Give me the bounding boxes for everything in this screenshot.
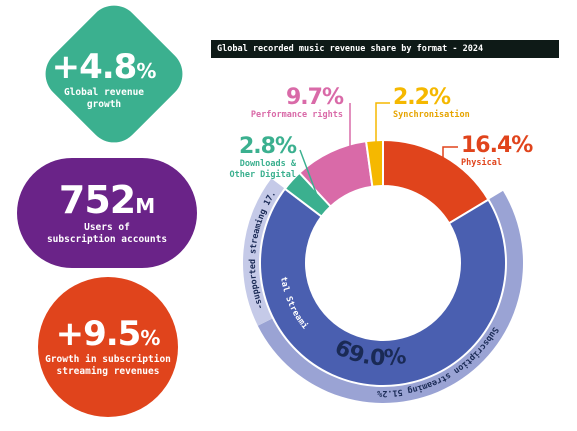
breakdown-subscription-streaming: [257, 190, 524, 404]
leader-synchronisation: [375, 102, 390, 158]
stat-caption: Growth in subscription streaming revenues: [45, 353, 171, 377]
format-share-ring: [259, 138, 507, 387]
slice-total-streaming: [259, 187, 507, 387]
leader-physical: [442, 146, 458, 178]
global-revenue-growth-stat: +4.8% Global revenue growth: [34, 0, 194, 154]
stat-caption: Global revenue growth: [63, 86, 145, 110]
slice-name-synchronisation: Synchronisation: [393, 109, 470, 120]
subscription-users-stat: 752M Users of subscription accounts: [17, 158, 197, 268]
slice-value-physical: 16.4%: [461, 133, 533, 158]
stat-value: +4.8%: [51, 46, 157, 87]
slice-name-downloads-other-digital: Other Digital: [229, 169, 296, 180]
slice-name-downloads-other-digital: Downloads &: [240, 159, 297, 169]
subscription-growth-stat: +9.5% Growth in subscription streaming re…: [38, 277, 178, 417]
breakdown-label-ad-supported-streaming: Ad-supported streaming 17.7%: [0, 0, 278, 311]
streaming-breakdown-ring: [243, 178, 524, 404]
slice-name-physical: Physical: [461, 157, 502, 168]
stat-caption: Users of subscription accounts: [46, 221, 168, 245]
slice-name-performance-rights: Performance rights: [251, 109, 343, 120]
stat-circle-background: [38, 277, 178, 417]
leader-downloads-other-digital: [299, 149, 319, 199]
slice-value-performance-rights: 9.7%: [286, 85, 344, 110]
stat-value: +9.5%: [55, 313, 161, 354]
label-leader-lines: [299, 102, 458, 199]
breakdown-ad-supported-streaming: [243, 178, 285, 326]
slice-value-synchronisation: 2.2%: [393, 85, 451, 110]
stat-value: 752M: [58, 177, 156, 222]
stat-pill-background: [17, 158, 197, 268]
chart-title: Global recorded music revenue share by f…: [211, 40, 559, 58]
slice-synchronisation: [364, 138, 384, 188]
slice-value-downloads-other-digital: 2.8%: [239, 134, 297, 159]
